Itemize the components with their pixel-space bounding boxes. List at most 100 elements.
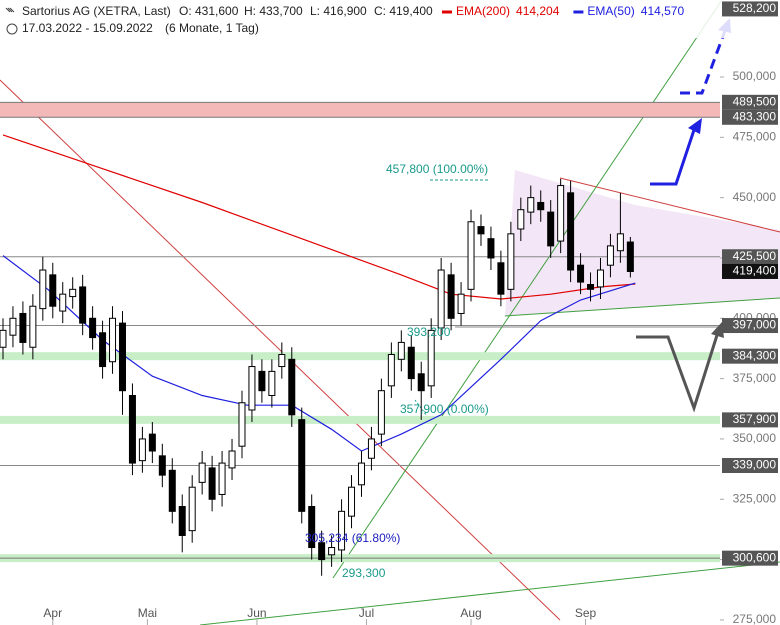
legend-value: 414,570	[641, 4, 685, 18]
red-trendline	[0, 79, 561, 621]
annotation: 357,900 (0.00%)	[400, 402, 489, 416]
y-tick-label: 450,000	[733, 190, 777, 204]
level-label: 397,000	[733, 318, 777, 332]
candle-body	[417, 373, 425, 392]
candle-body	[188, 486, 196, 532]
candle-body	[238, 402, 246, 447]
candle-body	[218, 462, 226, 495]
candle-body	[497, 262, 505, 295]
candle-body	[447, 274, 455, 319]
candle-body	[507, 233, 515, 290]
date-range: 17.03.2022 - 15.09.2022	[22, 21, 153, 35]
legend-value: 414,204	[516, 4, 560, 18]
arrow	[680, 27, 728, 95]
x-tick-label: Mai	[138, 606, 157, 620]
level-box	[722, 550, 778, 566]
header: Sartorius AG (XETRA, Last) O: 431,600 H:…	[5, 4, 433, 35]
candle-body	[587, 284, 595, 290]
ohlc: C: 419,400	[374, 4, 433, 18]
candle-body	[298, 419, 306, 512]
level-box	[722, 318, 778, 334]
candle-body	[357, 462, 365, 486]
candle-body	[0, 329, 7, 348]
period: (6 Monate, 1 Tag)	[165, 21, 259, 35]
candle-body	[168, 469, 176, 512]
candle-body	[258, 370, 266, 392]
candle-body	[79, 286, 87, 324]
level-box	[722, 348, 778, 364]
y-tick-label: 275,000	[733, 612, 777, 625]
ohlc: H: 433,700	[244, 4, 303, 18]
level-label: 425,500	[733, 249, 777, 263]
candle-body	[487, 238, 495, 259]
icon	[5, 7, 15, 13]
candle-body	[59, 293, 67, 312]
title: Sartorius AG (XETRA, Last)	[22, 4, 171, 18]
candle-body	[109, 317, 117, 363]
level-box	[722, 94, 778, 110]
candle-body	[547, 211, 555, 247]
candle-body	[457, 293, 465, 314]
arrow-head	[688, 118, 702, 134]
level-label: 419,400	[733, 264, 777, 278]
candle-body	[138, 438, 146, 462]
level-box	[722, 412, 778, 428]
candle-body	[268, 370, 276, 397]
candle-body	[527, 197, 535, 213]
x-tick-label: Jul	[359, 606, 374, 620]
candle-body	[228, 450, 236, 469]
candle-body	[278, 353, 286, 368]
y-tick-label: 350,000	[733, 431, 777, 445]
level-box	[722, 109, 778, 125]
candle-body	[39, 269, 47, 310]
annotation: 393,200	[407, 325, 451, 339]
candle-body	[128, 395, 136, 464]
level-label: 384,300	[733, 348, 777, 362]
candle-body	[537, 201, 545, 211]
icon	[6, 23, 18, 35]
candle-body	[288, 358, 296, 416]
green-trendline	[332, 0, 723, 579]
candle-body	[596, 269, 604, 288]
arrow-head	[711, 322, 724, 338]
candle-body	[248, 366, 256, 411]
level-label: 300,600	[733, 550, 777, 564]
candle-body	[557, 185, 565, 242]
plot	[0, 134, 636, 576]
level-label: 489,500	[733, 94, 777, 108]
candle-body	[567, 192, 575, 271]
candle-body	[467, 221, 475, 290]
candle-body	[437, 269, 445, 329]
candle-body	[99, 332, 107, 368]
candle-body	[377, 390, 385, 435]
legend: EMA(200) 414,204 EMA(50) 414,570	[442, 4, 684, 18]
arrow	[636, 331, 720, 413]
ohlc: O: 431,600	[179, 4, 239, 18]
candle-body	[606, 245, 614, 266]
legend-name: EMA(50)	[587, 4, 634, 18]
level-label: 528,200	[733, 1, 777, 15]
candle-body	[348, 486, 356, 517]
candle-body	[517, 209, 525, 230]
candle-body	[407, 346, 415, 380]
candle-body	[178, 506, 186, 536]
candle-body	[427, 329, 435, 387]
candle-body	[367, 438, 375, 459]
annotation: 293,300	[342, 566, 386, 580]
candle-body	[148, 433, 156, 452]
y-tick-label: 325,000	[733, 491, 777, 505]
candle-body	[118, 322, 126, 392]
level-label: 357,900	[733, 412, 777, 426]
candle-body	[308, 506, 316, 549]
candle-body	[158, 455, 166, 476]
level-box	[722, 263, 778, 279]
candle-body	[9, 317, 17, 336]
ema-line	[2, 134, 636, 300]
candle-body	[19, 312, 27, 343]
candle-body	[477, 226, 485, 235]
level-box	[722, 457, 778, 473]
level-box	[722, 1, 778, 17]
level-label: 483,300	[733, 109, 777, 123]
legend-name: EMA(200)	[456, 4, 510, 18]
green-trendline	[504, 297, 780, 317]
